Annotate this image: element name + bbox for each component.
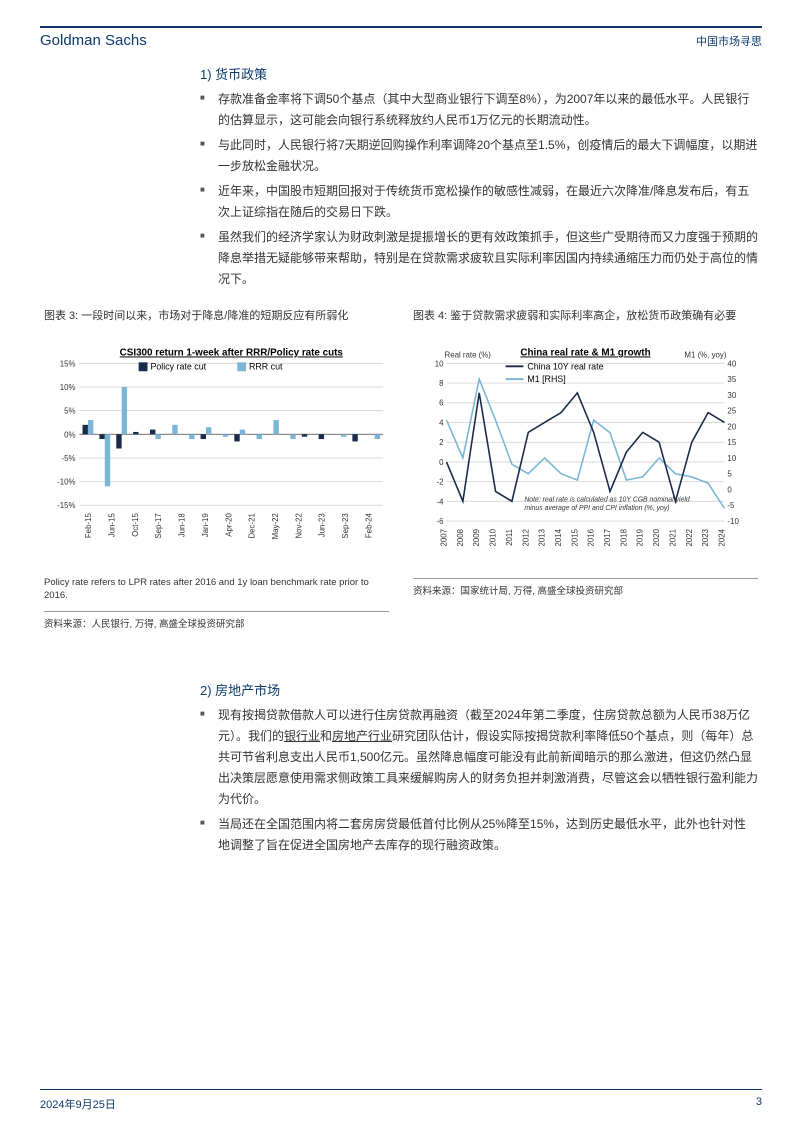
section-monetary-policy: 1) 货币政策 存款准备金率将下调50个基点（其中大型商业银行下调至8%），为2… [200,64,758,298]
footer-page: 3 [756,1096,762,1112]
svg-text:-10: -10 [727,517,739,526]
chart-3-rule [44,611,389,612]
svg-text:2022: 2022 [685,529,694,547]
svg-text:2016: 2016 [587,528,596,546]
svg-text:5: 5 [727,470,732,479]
svg-text:Real rate (%): Real rate (%) [445,350,492,359]
svg-text:10: 10 [435,359,444,368]
chart-4: -6 -4 -2 0 2 4 6 8 10 -10 -5 0 5 10 15 20 25 30 35 40 Real r… [413,342,758,570]
chart-3-source: 资料来源：人民银行, 万得, 高盛全球投资研究部 [44,616,389,630]
chart-4-col: 图表 4: 鉴于贷款需求疲弱和实际利率高企，放松货币政策确有必要 -6 -4 -2 0… [413,308,758,630]
brand: Goldman Sachs [40,32,147,49]
charts-row: 图表 3: 一段时间以来，市场对于降息/降准的短期反应有所弱化 -15% -10%… [44,308,758,630]
svg-text:0%: 0% [64,430,75,439]
svg-text:15: 15 [727,438,736,447]
svg-text:-2: -2 [437,478,444,487]
chart-3-col: 图表 3: 一段时间以来，市场对于降息/降准的短期反应有所弱化 -15% -10%… [44,308,389,630]
svg-text:Sep-17: Sep-17 [154,513,163,538]
chart-3-caption: 图表 3: 一段时间以来，市场对于降息/降准的短期反应有所弱化 [44,308,389,342]
svg-text:2024: 2024 [717,528,726,546]
chart-4-source: 资料来源：国家统计局, 万得, 高盛全球投资研究部 [413,583,758,597]
svg-text:2015: 2015 [570,528,579,546]
bullet-item: 现有按揭贷款借款人可以进行住房贷款再融资（截至2024年第二季度，住房贷款总额为… [200,705,758,810]
svg-text:Note: real rate is calculated: Note: real rate is calculated as 10Y CGB… [524,496,690,512]
svg-text:-6: -6 [437,517,445,526]
svg-text:RRR cut: RRR cut [249,361,283,371]
svg-text:China 10Y real rate: China 10Y real rate [527,361,603,371]
svg-text:2012: 2012 [521,529,530,547]
footer-date: 2024年9月25日 [40,1096,116,1112]
svg-text:2018: 2018 [619,528,628,546]
page-header: Goldman Sachs 中国市场寻思 [40,32,762,49]
footer-rule [40,1089,762,1090]
svg-text:2007: 2007 [440,529,449,547]
svg-text:CSI300 return 1-week after RRR: CSI300 return 1-week after RRR/Policy ra… [120,347,344,358]
svg-text:2: 2 [439,438,443,447]
svg-text:-4: -4 [437,497,445,506]
svg-text:-5%: -5% [62,454,76,463]
section-heading: 1) 货币政策 [200,64,758,83]
svg-text:30: 30 [727,391,736,400]
chart-3: -15% -10% -5% 0% 5% 10% 15% CSI300 return 1-wee… [44,342,389,570]
section-real-estate: 2) 房地产市场 现有按揭贷款借款人可以进行住房贷款再融资（截至2024年第二季… [200,680,758,864]
doc-title: 中国市场寻思 [696,33,762,49]
svg-text:0: 0 [727,485,732,494]
bullet-list: 存款准备金率将下调50个基点（其中大型商业银行下调至8%），为2007年以来的最… [200,89,758,290]
svg-text:-5: -5 [727,501,735,510]
svg-text:5%: 5% [64,407,75,416]
svg-text:2014: 2014 [554,528,563,546]
svg-text:M1 [RHS]: M1 [RHS] [527,374,565,384]
svg-text:2021: 2021 [668,529,677,547]
bullet-item: 近年来，中国股市短期回报对于传统货币宽松操作的敏感性减弱，在最近六次降准/降息发… [200,181,758,223]
chart-4-caption: 图表 4: 鉴于贷款需求疲弱和实际利率高企，放松货币政策确有必要 [413,308,758,342]
chart-3-footnote: Policy rate refers to LPR rates after 20… [44,576,389,603]
svg-text:10: 10 [727,454,736,463]
svg-text:2013: 2013 [538,528,547,546]
section-heading: 2) 房地产市场 [200,680,758,699]
svg-text:35: 35 [727,375,736,384]
page-footer: 2024年9月25日 3 [40,1096,762,1112]
svg-text:-10%: -10% [57,478,75,487]
svg-text:Feb-15: Feb-15 [84,513,93,539]
svg-text:2019: 2019 [636,529,645,547]
svg-text:2017: 2017 [603,529,612,547]
svg-text:2010: 2010 [489,528,498,546]
top-rule [40,26,762,28]
svg-text:0: 0 [439,458,444,467]
svg-text:Jun-23: Jun-23 [318,513,327,538]
bullet-item: 与此同时，人民银行将7天期逆回购操作利率调降20个基点至1.5%，创疫情后的最大… [200,135,758,177]
svg-text:Sep-23: Sep-23 [341,513,350,539]
svg-text:-15%: -15% [57,501,75,510]
bullet-list: 现有按揭贷款借款人可以进行住房贷款再融资（截至2024年第二季度，住房贷款总额为… [200,705,758,856]
svg-text:10%: 10% [60,383,76,392]
svg-text:Jun-18: Jun-18 [178,513,187,538]
svg-text:Policy rate cut: Policy rate cut [150,361,206,371]
bullet-item: 当局还在全国范围内将二套房房贷最低首付比例从25%降至15%，达到历史最低水平，… [200,814,758,856]
svg-text:Apr-20: Apr-20 [224,513,233,537]
svg-text:2009: 2009 [472,529,481,547]
svg-text:Feb-24: Feb-24 [364,513,373,539]
bullet-item: 存款准备金率将下调50个基点（其中大型商业银行下调至8%），为2007年以来的最… [200,89,758,131]
svg-text:2023: 2023 [701,528,710,546]
chart-4-rule [413,578,758,579]
svg-text:May-22: May-22 [271,513,280,539]
svg-text:8: 8 [439,379,444,388]
svg-text:2008: 2008 [456,528,465,546]
svg-text:Jan-19: Jan-19 [201,513,210,537]
svg-text:2011: 2011 [505,529,514,546]
svg-text:Nov-22: Nov-22 [294,513,303,538]
svg-text:4: 4 [439,418,444,427]
svg-text:40: 40 [727,359,736,368]
svg-text:Dec-21: Dec-21 [248,513,257,538]
svg-text:15%: 15% [60,359,76,368]
svg-text:6: 6 [439,399,444,408]
svg-text:2020: 2020 [652,528,661,546]
svg-text:20: 20 [727,422,736,431]
svg-text:25: 25 [727,407,736,416]
svg-text:Oct-15: Oct-15 [131,513,140,537]
svg-text:M1 (%, yoy): M1 (%, yoy) [684,350,726,359]
svg-text:Jun-15: Jun-15 [108,513,117,538]
svg-text:China real rate & M1 growth: China real rate & M1 growth [520,347,650,358]
bullet-item: 虽然我们的经济学家认为财政刺激是提振增长的更有效政策抓手，但这些广受期待而又力度… [200,227,758,290]
